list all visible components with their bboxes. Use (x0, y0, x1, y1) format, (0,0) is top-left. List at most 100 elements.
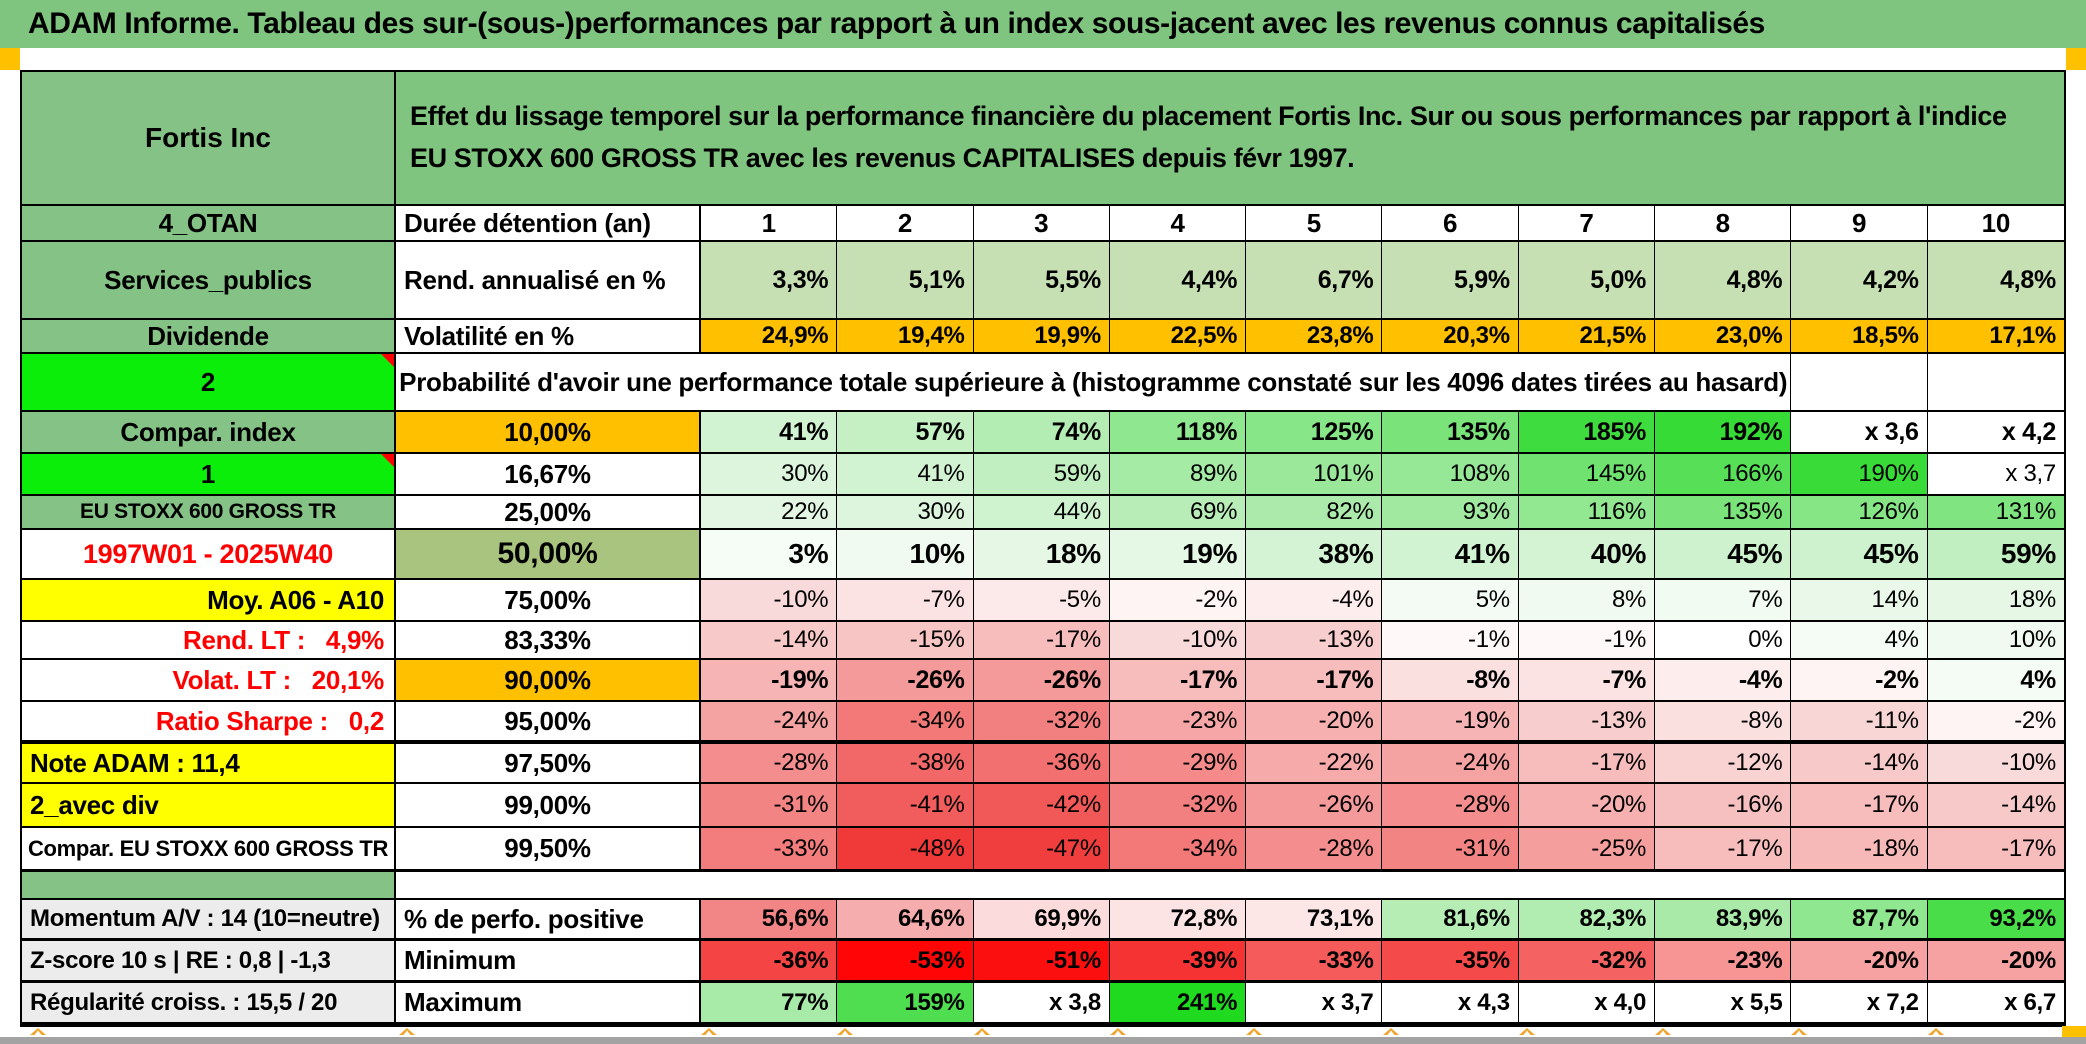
criteria-cell-quantile-97[interactable]: 97,50% (396, 744, 701, 782)
criteria-cell-quantile-16[interactable]: 16,67% (396, 454, 701, 494)
table-cell-minimum-y8[interactable]: -23% (1655, 941, 1792, 980)
table-cell-quantile-995-y2[interactable]: -48% (837, 828, 974, 869)
table-cell-annualized-return-y3[interactable]: 5,5% (973, 242, 1110, 318)
table-cell-quantile-83-y9[interactable]: 4% (1791, 622, 1928, 658)
table-cell-quantile-99-y1[interactable]: -31% (701, 784, 838, 826)
table-cell-quantile-97-y3[interactable]: -36% (973, 744, 1110, 782)
table-cell-quantile-16-y1[interactable]: 30% (701, 454, 838, 494)
table-cell-quantile-75-y2[interactable]: -7% (837, 580, 974, 620)
table-cell-quantile-75-y7[interactable]: 8% (1518, 580, 1656, 620)
table-cell-quantile-83-y6[interactable]: -1% (1382, 622, 1519, 658)
row-label-quantile-90[interactable]: Volat. LT : 20,1% (22, 660, 396, 700)
table-cell-minimum-y3[interactable]: -51% (973, 941, 1110, 980)
table-cell-holding-period-y5[interactable]: 5 (1246, 206, 1383, 240)
table-cell-quantile-90-y10[interactable]: 4% (1927, 660, 2064, 700)
table-cell-positive-performance-y1[interactable]: 56,6% (701, 900, 838, 938)
table-cell-quantile-90-y9[interactable]: -2% (1791, 660, 1928, 700)
table-cell-quantile-97-y8[interactable]: -12% (1655, 744, 1792, 782)
table-cell-quantile-97-y1[interactable]: -28% (701, 744, 838, 782)
table-cell-quantile-99-y4[interactable]: -32% (1109, 784, 1247, 826)
table-cell-quantile-25-y5[interactable]: 82% (1246, 496, 1383, 528)
table-cell-positive-performance-y9[interactable]: 87,7% (1791, 900, 1928, 938)
row-label-quantile-99[interactable]: 2_avec div (22, 784, 396, 826)
table-cell-quantile-16-y7[interactable]: 145% (1518, 454, 1656, 494)
table-cell-quantile-75-y6[interactable]: 5% (1382, 580, 1519, 620)
table-cell-quantile-95-y3[interactable]: -32% (973, 702, 1110, 740)
table-cell-quantile-25-y6[interactable]: 93% (1382, 496, 1519, 528)
table-cell-maximum-y5[interactable]: x 3,7 (1246, 983, 1383, 1022)
row-label-volatility[interactable]: Dividende (22, 320, 396, 352)
row-label-quantile-10[interactable]: Compar. index (22, 412, 396, 452)
criteria-cell-quantile-50[interactable]: 50,00% (396, 530, 701, 578)
criteria-cell-maximum[interactable]: Maximum (396, 983, 701, 1022)
table-cell-quantile-25-y10[interactable]: 131% (1927, 496, 2064, 528)
table-cell-quantile-50-y4[interactable]: 19% (1109, 530, 1247, 578)
table-cell-volatility-y1[interactable]: 24,9% (701, 320, 838, 352)
table-cell-quantile-90-y7[interactable]: -7% (1518, 660, 1656, 700)
table-cell-positive-performance-y10[interactable]: 93,2% (1927, 900, 2064, 938)
table-cell-empty[interactable] (1927, 354, 2064, 410)
row-label-annualized-return[interactable]: Services_publics (22, 242, 396, 318)
table-cell-quantile-75-y5[interactable]: -4% (1246, 580, 1383, 620)
table-cell-quantile-50-y1[interactable]: 3% (701, 530, 838, 578)
table-cell-holding-period-y3[interactable]: 3 (973, 206, 1110, 240)
table-cell-quantile-99-y10[interactable]: -14% (1927, 784, 2064, 826)
table-cell-quantile-995-y8[interactable]: -17% (1655, 828, 1792, 869)
table-cell-quantile-99-y9[interactable]: -17% (1791, 784, 1928, 826)
table-cell-volatility-y8[interactable]: 23,0% (1655, 320, 1792, 352)
table-cell-minimum-y2[interactable]: -53% (837, 941, 974, 980)
table-cell-quantile-97-y7[interactable]: -17% (1518, 744, 1656, 782)
table-cell-quantile-995-y7[interactable]: -25% (1518, 828, 1656, 869)
table-cell-quantile-97-y2[interactable]: -38% (837, 744, 974, 782)
table-cell-quantile-50-y3[interactable]: 18% (973, 530, 1110, 578)
table-cell-minimum-y1[interactable]: -36% (701, 941, 838, 980)
table-cell-quantile-95-y6[interactable]: -19% (1382, 702, 1519, 740)
table-cell-quantile-50-y10[interactable]: 59% (1927, 530, 2064, 578)
criteria-cell-quantile-75[interactable]: 75,00% (396, 580, 701, 620)
table-cell-quantile-50-y2[interactable]: 10% (837, 530, 974, 578)
table-cell-maximum-y4[interactable]: 241% (1109, 983, 1247, 1022)
table-cell-volatility-y2[interactable]: 19,4% (837, 320, 974, 352)
table-cell-quantile-95-y4[interactable]: -23% (1109, 702, 1247, 740)
sheet-title-cell[interactable]: ADAM Informe. Tableau des sur-(sous-)per… (0, 0, 2086, 48)
table-cell-annualized-return-y4[interactable]: 4,4% (1109, 242, 1247, 318)
table-cell-quantile-16-y9[interactable]: 190% (1791, 454, 1928, 494)
table-cell-quantile-16-y10[interactable]: x 3,7 (1927, 454, 2064, 494)
table-cell-quantile-83-y4[interactable]: -10% (1109, 622, 1247, 658)
criteria-cell-quantile-99[interactable]: 99,00% (396, 784, 701, 826)
table-cell-quantile-75-y9[interactable]: 14% (1791, 580, 1928, 620)
table-cell-quantile-50-y6[interactable]: 41% (1382, 530, 1519, 578)
row-label-minimum[interactable]: Z-score 10 s | RE : 0,8 | -1,3 (22, 941, 396, 980)
table-cell-annualized-return-y9[interactable]: 4,2% (1791, 242, 1928, 318)
table-cell-quantile-995-y6[interactable]: -31% (1382, 828, 1519, 869)
table-cell-quantile-75-y3[interactable]: -5% (973, 580, 1110, 620)
table-cell-holding-period-y2[interactable]: 2 (837, 206, 974, 240)
table-cell-holding-period-y10[interactable]: 10 (1927, 206, 2064, 240)
table-cell-quantile-99-y3[interactable]: -42% (973, 784, 1110, 826)
table-cell-quantile-83-y1[interactable]: -14% (701, 622, 838, 658)
table-cell-volatility-y6[interactable]: 20,3% (1382, 320, 1519, 352)
table-cell-minimum-y7[interactable]: -32% (1518, 941, 1656, 980)
table-cell-quantile-10-y7[interactable]: 185% (1518, 412, 1656, 452)
table-cell-maximum-y8[interactable]: x 5,5 (1655, 983, 1792, 1022)
table-cell-maximum-y7[interactable]: x 4,0 (1518, 983, 1656, 1022)
table-cell-holding-period-y9[interactable]: 9 (1791, 206, 1928, 240)
separator-green-cell[interactable] (22, 872, 396, 898)
table-cell-quantile-90-y2[interactable]: -26% (837, 660, 974, 700)
table-cell-maximum-y6[interactable]: x 4,3 (1382, 983, 1519, 1022)
table-cell-quantile-10-y5[interactable]: 125% (1246, 412, 1383, 452)
table-cell-positive-performance-y4[interactable]: 72,8% (1109, 900, 1247, 938)
row-label-quantile-25[interactable]: EU STOXX 600 GROSS TR (22, 496, 396, 528)
table-cell-quantile-75-y4[interactable]: -2% (1109, 580, 1247, 620)
table-cell-quantile-50-y8[interactable]: 45% (1655, 530, 1792, 578)
table-cell-quantile-97-y10[interactable]: -10% (1927, 744, 2064, 782)
table-cell-annualized-return-y1[interactable]: 3,3% (701, 242, 838, 318)
table-cell-quantile-16-y6[interactable]: 108% (1382, 454, 1519, 494)
table-cell-quantile-16-y2[interactable]: 41% (837, 454, 974, 494)
table-cell-maximum-y10[interactable]: x 6,7 (1927, 983, 2064, 1022)
table-cell-quantile-95-y9[interactable]: -11% (1791, 702, 1928, 740)
table-cell-holding-period-y7[interactable]: 7 (1518, 206, 1656, 240)
table-cell-volatility-y5[interactable]: 23,8% (1246, 320, 1383, 352)
table-cell-annualized-return-y7[interactable]: 5,0% (1518, 242, 1656, 318)
table-cell-quantile-995-y1[interactable]: -33% (701, 828, 838, 869)
